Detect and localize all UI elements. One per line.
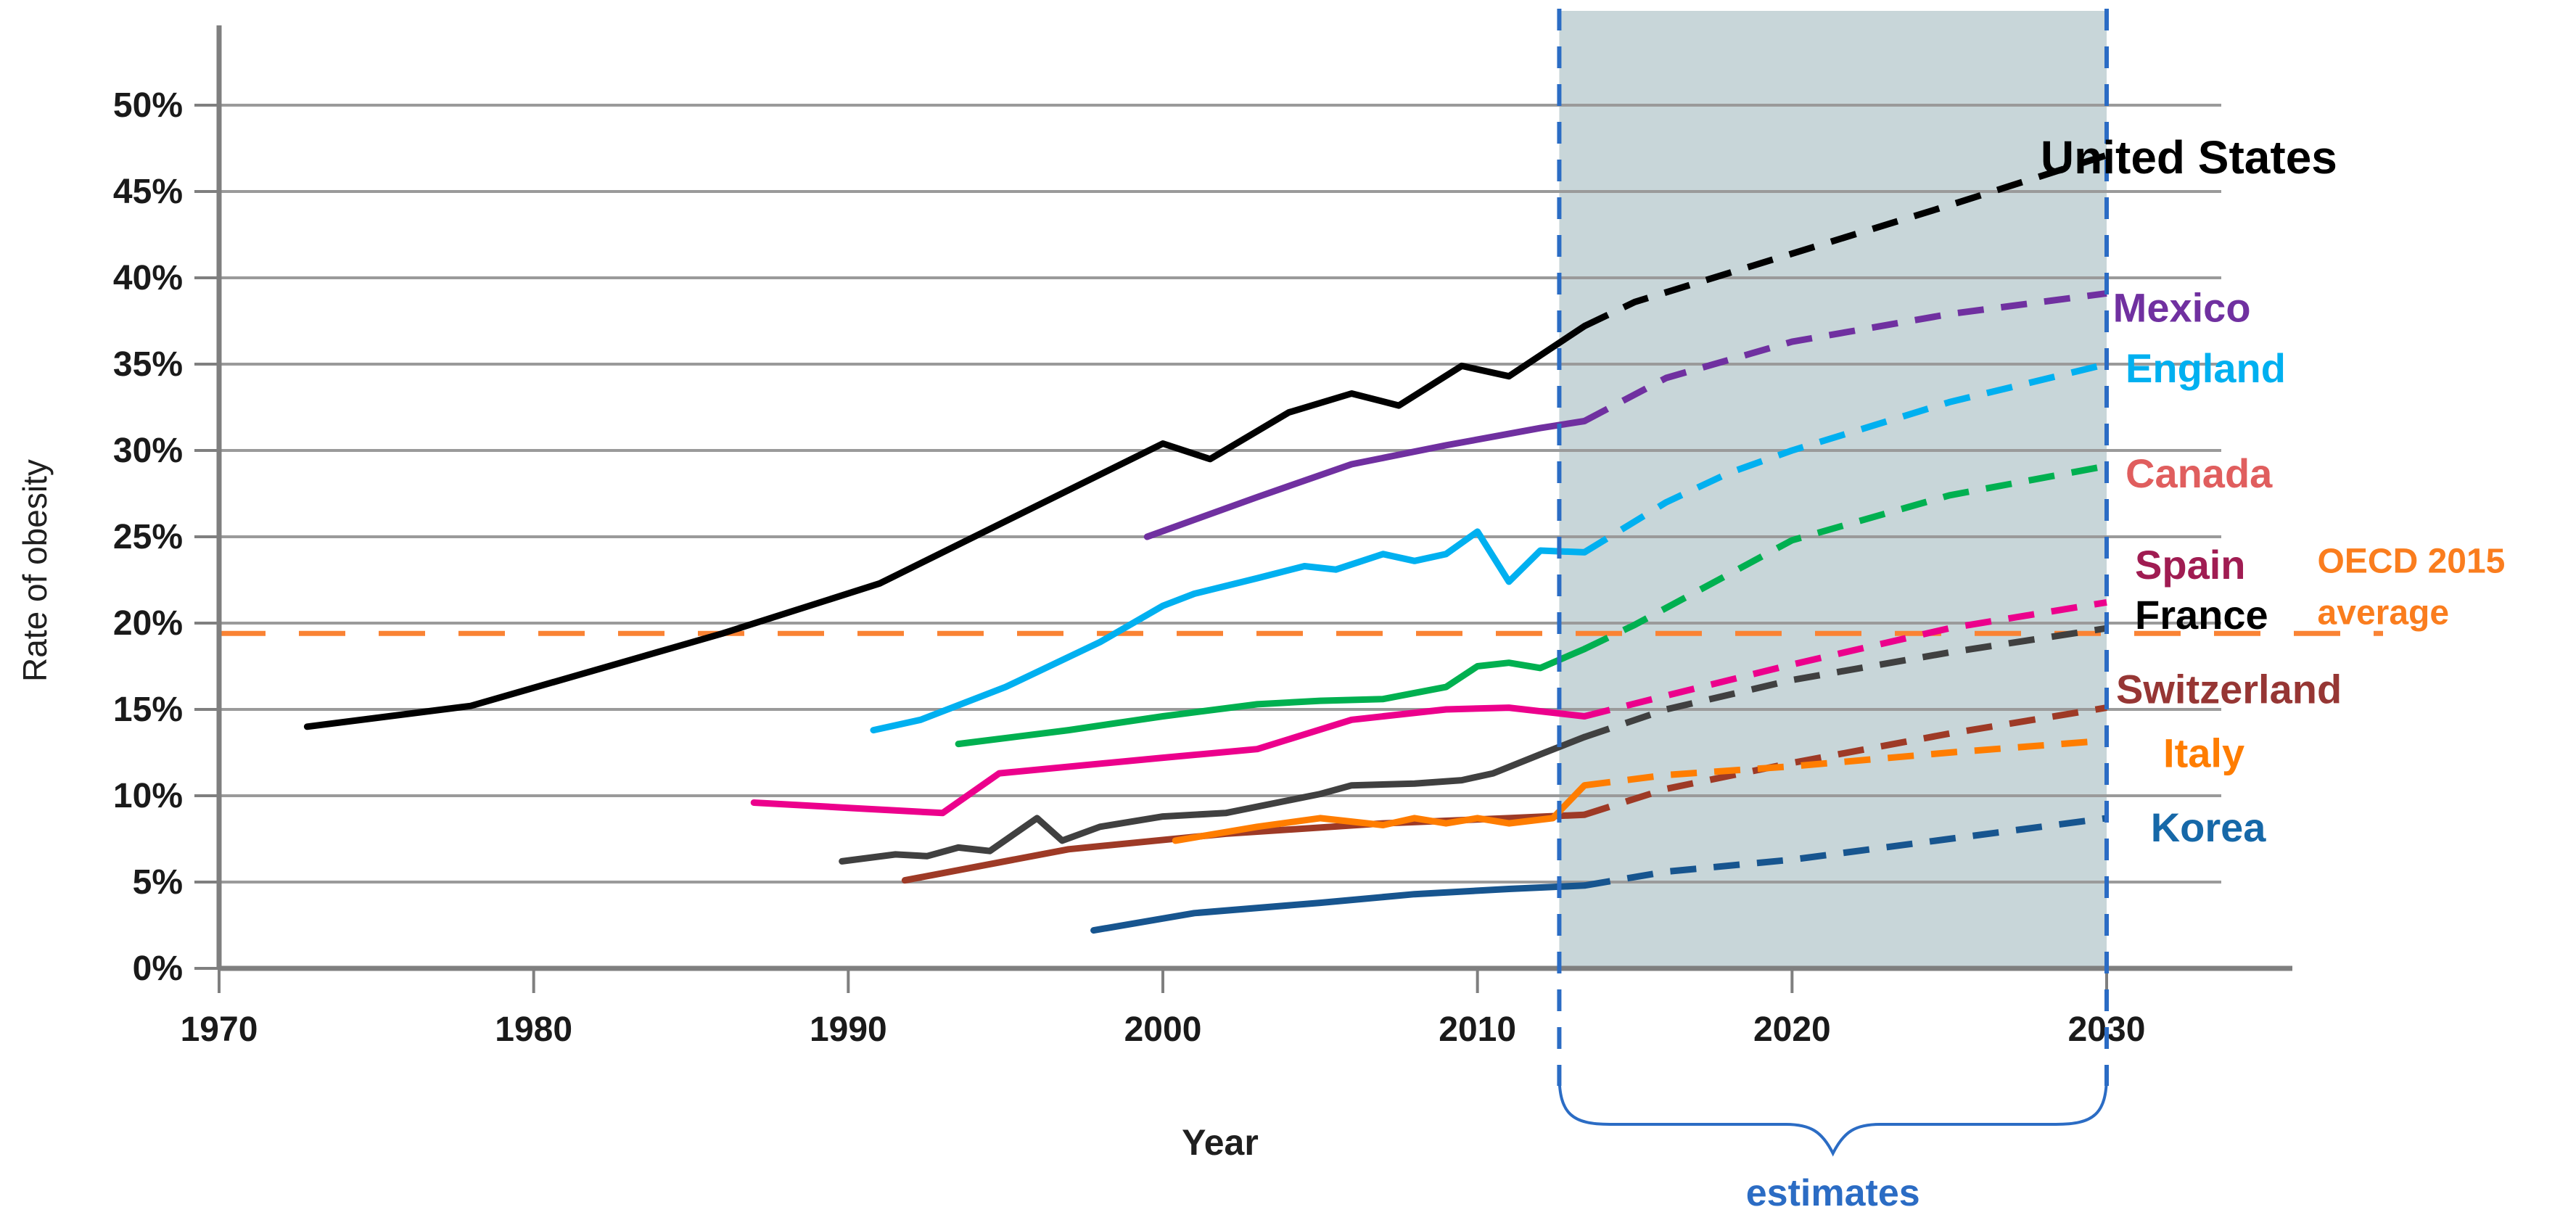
y-tick-label-25: 25% [113,518,183,556]
series-label-mexico: Mexico [2113,284,2251,330]
y-tick-label-0: 0% [133,950,183,988]
series-france-historical [839,733,1588,865]
series-korea-projected [1584,815,2107,889]
oecd-label-line2: average [2318,594,2449,633]
series-label-united-states: United States [2041,131,2337,184]
series-italy-historical [1172,782,1588,844]
x-tick-label-1990: 1990 [810,1010,887,1049]
axes-layer [194,25,2292,993]
series-canada-projected [1583,462,2107,652]
estimates-label: estimates [1746,1172,1920,1214]
series-italy-projected [1584,737,2107,789]
y-tick-label-45: 45% [113,173,183,211]
y-tick-label-50: 50% [113,86,183,125]
x-tick-label-1980: 1980 [495,1010,572,1049]
series-layer [303,152,2108,934]
y-tick-label-35: 35% [113,345,183,384]
series-united-states-historical [303,323,1588,730]
y-tick-label-10: 10% [113,777,183,815]
y-tick-label-30: 30% [113,432,183,470]
series-mexico-historical [1143,418,1588,540]
series-france-projected [1583,625,2107,741]
series-label-canada: Canada [2126,450,2273,496]
series-canada-historical [955,646,1588,748]
series-spain-projected [1583,598,2107,720]
y-tick-label-20: 20% [113,604,183,643]
x-tick-label-2010: 2010 [1439,1010,1516,1049]
projection-band [1559,11,2107,968]
series-label-spain: Spain [2135,542,2245,588]
series-united-states-projected [1583,152,2108,329]
x-tick-label-1970: 1970 [181,1010,258,1049]
series-switzerland-historical [901,811,1588,884]
annotation-layer: United States Mexico England Canada SpainFra… [1557,131,2506,1214]
series-mexico-projected [1583,289,2107,424]
series-spain-historical [750,704,1588,817]
series-label-korea: Korea [2151,804,2267,850]
y-axis-title: Rate of obesity [16,459,54,682]
series-label-france: France [2135,592,2268,638]
x-tick-label-2000: 2000 [1124,1010,1202,1049]
x-axis-title: Year [1182,1122,1259,1163]
oecd-label-line1: OECD 2015 [2318,542,2506,580]
series-korea-historical [1090,882,1588,934]
x-tick-label-2020: 2020 [1753,1010,1831,1049]
y-tick-label-5: 5% [133,863,183,902]
series-label-italy: Italy [2163,730,2244,776]
y-tick-label-40: 40% [113,259,183,297]
series-england-historical [870,528,1588,734]
series-england-projected [1582,361,2108,556]
projection-band-layer [1559,11,2107,968]
estimates-brace [1557,1074,2108,1157]
band-edge-layer [1557,9,2110,1086]
series-label-england: England [2126,345,2286,391]
series-switzerland-projected [1583,704,2107,818]
series-label-switzerland: Switzerland [2116,666,2342,712]
y-tick-label-15: 15% [113,691,183,729]
